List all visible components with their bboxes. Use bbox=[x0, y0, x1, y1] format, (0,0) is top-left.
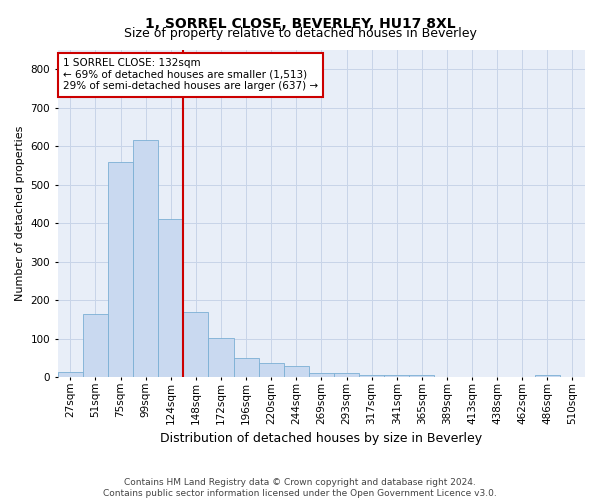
Bar bbox=[158, 220, 184, 378]
X-axis label: Distribution of detached houses by size in Beverley: Distribution of detached houses by size … bbox=[160, 432, 482, 445]
Bar bbox=[334, 373, 359, 378]
Bar bbox=[58, 372, 83, 378]
Bar bbox=[284, 366, 309, 378]
Text: 1, SORREL CLOSE, BEVERLEY, HU17 8XL: 1, SORREL CLOSE, BEVERLEY, HU17 8XL bbox=[145, 18, 455, 32]
Bar bbox=[309, 373, 334, 378]
Bar bbox=[108, 162, 133, 378]
Bar bbox=[133, 140, 158, 378]
Y-axis label: Number of detached properties: Number of detached properties bbox=[15, 126, 25, 302]
Bar bbox=[208, 338, 233, 378]
Bar bbox=[409, 376, 434, 378]
Text: Size of property relative to detached houses in Beverley: Size of property relative to detached ho… bbox=[124, 28, 476, 40]
Bar bbox=[259, 362, 284, 378]
Bar bbox=[535, 376, 560, 378]
Text: 1 SORREL CLOSE: 132sqm
← 69% of detached houses are smaller (1,513)
29% of semi-: 1 SORREL CLOSE: 132sqm ← 69% of detached… bbox=[63, 58, 318, 92]
Bar bbox=[359, 376, 384, 378]
Bar bbox=[83, 314, 108, 378]
Bar bbox=[384, 376, 409, 378]
Text: Contains HM Land Registry data © Crown copyright and database right 2024.
Contai: Contains HM Land Registry data © Crown c… bbox=[103, 478, 497, 498]
Bar bbox=[184, 312, 208, 378]
Bar bbox=[233, 358, 259, 378]
